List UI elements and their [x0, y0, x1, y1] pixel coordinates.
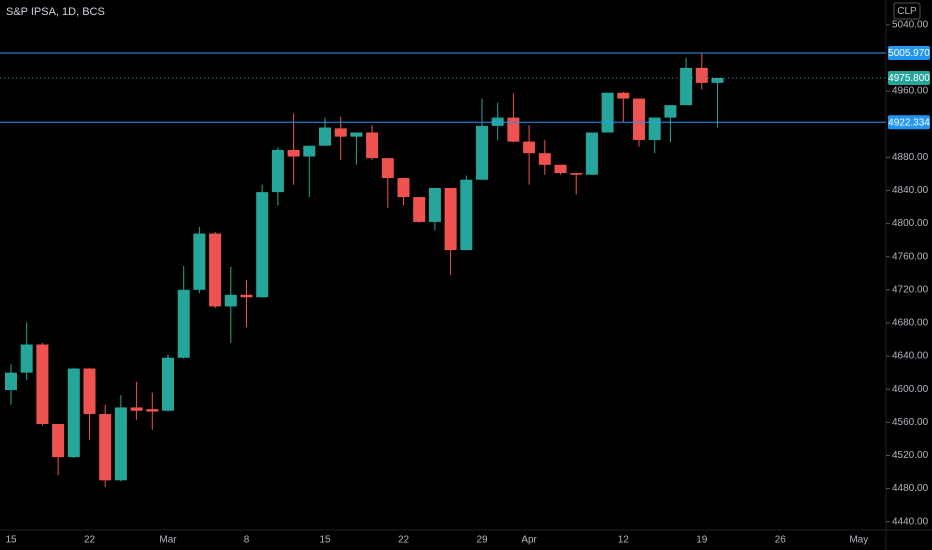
candle-body [444, 187, 457, 251]
x-tick-label: 15 [5, 535, 17, 546]
candle-body [130, 407, 143, 411]
y-tick-label: 4760.00 [892, 251, 929, 262]
candle-body [554, 164, 567, 174]
candle-body [162, 357, 174, 411]
x-tick-label: 22 [84, 535, 96, 546]
candle-body [334, 128, 347, 137]
y-tick-label: 4520.00 [892, 450, 929, 461]
candle-body [507, 117, 520, 142]
candle-body [287, 149, 300, 157]
candle-body [633, 98, 645, 140]
candle-body [711, 78, 724, 83]
candle-body [146, 409, 159, 412]
candle-body [491, 117, 504, 126]
y-tick-label: 4560.00 [892, 417, 929, 428]
candle-body [271, 149, 284, 193]
x-tick-label: 12 [618, 535, 630, 546]
x-tick-label: 26 [775, 535, 787, 546]
y-tick-label: 4640.00 [892, 351, 929, 362]
price-label-box [888, 115, 930, 130]
price-label-box [888, 71, 930, 86]
candle-body [20, 344, 33, 373]
y-tick-label: 4440.00 [892, 516, 929, 527]
candle-body [381, 158, 394, 179]
x-tick-label: 8 [244, 535, 250, 546]
currency: CLP [897, 6, 917, 17]
candle-body [570, 173, 583, 175]
candle-body [67, 368, 80, 458]
candle-body [397, 178, 410, 198]
candle-body [99, 414, 112, 481]
candle-body [523, 141, 536, 154]
x-tick-label: 19 [696, 535, 708, 546]
candle-body [193, 233, 206, 290]
candle-body [319, 127, 331, 146]
candle-body [240, 294, 253, 298]
y-tick-label: 4600.00 [892, 384, 929, 395]
candle-body [460, 179, 473, 251]
candle-body [476, 125, 488, 180]
x-tick-label: 15 [319, 535, 331, 546]
y-tick-label: 4800.00 [892, 218, 929, 229]
candle-body [680, 67, 693, 106]
x-tick-label: 22 [398, 535, 410, 546]
currency-box [893, 2, 921, 20]
x-tick-label: Mar [159, 535, 177, 546]
y-tick-label: 4840.00 [892, 185, 929, 196]
candle-body [36, 344, 49, 424]
candle-body [52, 424, 65, 458]
chart-title: S&P IPSA, 1D, BCS [6, 6, 105, 18]
candle-body [209, 233, 222, 307]
y-tick-label: 5040.00 [892, 19, 929, 30]
candle-body [256, 192, 269, 298]
y-tick-label: 4480.00 [892, 483, 929, 494]
price-label: 5005.970 [888, 48, 930, 59]
candle-body [585, 132, 598, 175]
candle-body [413, 197, 426, 222]
candle-body [303, 145, 316, 157]
candle-body [83, 368, 96, 415]
x-tick-label: 29 [476, 535, 488, 546]
y-tick-label: 4720.00 [892, 284, 929, 295]
y-tick-label: 4960.00 [892, 86, 929, 97]
x-tick-label: Apr [521, 535, 537, 546]
candle-body [617, 92, 630, 99]
y-tick-label: 4880.00 [892, 152, 929, 163]
candle-body [114, 407, 127, 481]
x-tick-label: May [849, 535, 868, 546]
price-label: 4922.334 [888, 117, 930, 128]
candle-body [428, 187, 441, 222]
candle-body [224, 294, 237, 307]
candle-body [366, 132, 379, 159]
candle-body [5, 372, 17, 391]
candle-body [538, 153, 551, 165]
price-label-box [888, 46, 930, 61]
candle-body [350, 132, 363, 137]
y-tick-label: 4680.00 [892, 318, 929, 329]
candle-body [664, 105, 677, 118]
candle-body [648, 117, 661, 140]
candle-body [601, 92, 614, 133]
candle-body [695, 67, 708, 83]
candle-body [177, 289, 190, 358]
price-label: 4975.800 [888, 73, 930, 84]
